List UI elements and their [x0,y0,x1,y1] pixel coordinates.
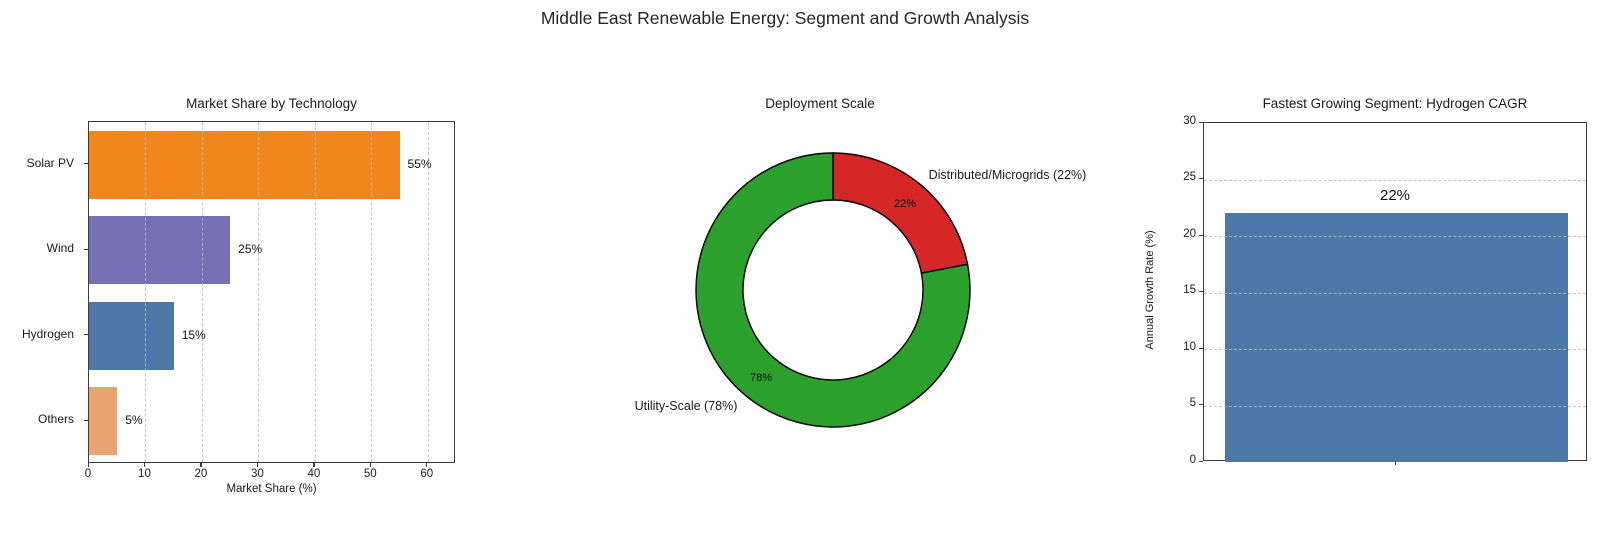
ytick-label: 30 [1183,114,1196,127]
ytick-label: Hydrogen [21,326,74,341]
xtick-label: 60 [420,468,434,480]
ytick-mark [1199,347,1203,349]
bar-value-label: 55% [407,156,432,171]
bar-value-label: 22% [1379,187,1411,205]
gridline-horizontal [1204,349,1586,350]
donut-slice-label: Distributed/Microgrids (22%) [929,168,1087,182]
xtick-mark [426,463,428,467]
deployment-scale-title: Deployment Scale [765,96,875,111]
bar-value-label: 5% [125,413,143,428]
hydrogen-cagr-plot: 22% [1203,122,1587,462]
gridline-vertical [258,122,260,462]
figure-title: Middle East Renewable Energy: Segment an… [540,8,1030,28]
xtick-mark [87,463,89,467]
ytick-mark [84,419,88,421]
gridline-horizontal [1204,179,1586,181]
ytick-mark [1199,460,1203,462]
ytick-mark [1199,291,1203,293]
xtick-label: 10 [138,468,151,480]
xtick-mark [200,463,202,467]
xtick-mark [313,463,315,467]
gridline-horizontal [1204,405,1586,407]
xtick-mark [1394,461,1396,465]
donut-slice [695,152,971,428]
gridline-vertical [427,122,429,462]
ytick-mark [1199,121,1203,123]
ytick-label: Solar PV [26,155,74,170]
gridline-vertical [201,122,203,462]
ytick-label: 0 [1189,453,1196,466]
xtick-mark [369,463,371,467]
xtick-label: 20 [194,468,208,480]
xtick-label: 50 [363,468,377,480]
deployment-scale-donut: 22% Distributed/Microgrids (22%) 78% Utilit… [635,152,1087,428]
ytick-label: 10 [1183,340,1196,353]
donut-pct-label: 22% [894,198,916,210]
ytick-mark [1199,404,1203,406]
hydrogen-cagr-title: Fastest Growing Segment: Hydrogen CAGR [1262,96,1528,111]
hydrogen-cagr-bar [1224,213,1568,462]
market-share-plot: 55% 25% 15% 5% [88,121,455,463]
xtick-label: 30 [250,468,264,480]
market-share-xlabel: Market Share (%) [226,483,317,495]
gridline-vertical [371,122,373,462]
bar-solar-pv [89,130,400,199]
ytick-mark [84,248,88,250]
ytick-mark [1199,178,1203,180]
donut-slice-label: Utility-Scale (78%) [635,399,738,413]
ytick-mark [84,334,88,336]
bar-wind [89,216,231,285]
ytick-label: Others [37,412,74,427]
gridline-horizontal [1204,292,1586,294]
ytick-mark [84,163,88,165]
ytick-label: 25 [1183,171,1196,183]
gridline-vertical [145,122,147,462]
ytick-label: Wind [46,241,74,256]
donut-pct-label: 78% [750,372,772,384]
bar-hydrogen [89,301,174,370]
xtick-label: 40 [307,468,321,480]
ytick-label: 15 [1183,284,1196,296]
xtick-mark [256,463,259,467]
bar-others [89,387,118,456]
hydrogen-cagr-ylabel: Annual Growth Rate (%) [1144,230,1156,350]
ytick-label: 5 [1189,397,1196,409]
bar-value-label: 25% [238,242,263,257]
ytick-label: 20 [1183,227,1196,240]
ytick-mark [1199,234,1203,236]
gridline-horizontal [1204,236,1586,237]
gridline-vertical [314,122,316,462]
market-share-title: Market Share by Technology [186,96,357,111]
xtick-mark [143,463,146,467]
bar-value-label: 15% [181,327,206,342]
xtick-label: 0 [84,468,92,480]
